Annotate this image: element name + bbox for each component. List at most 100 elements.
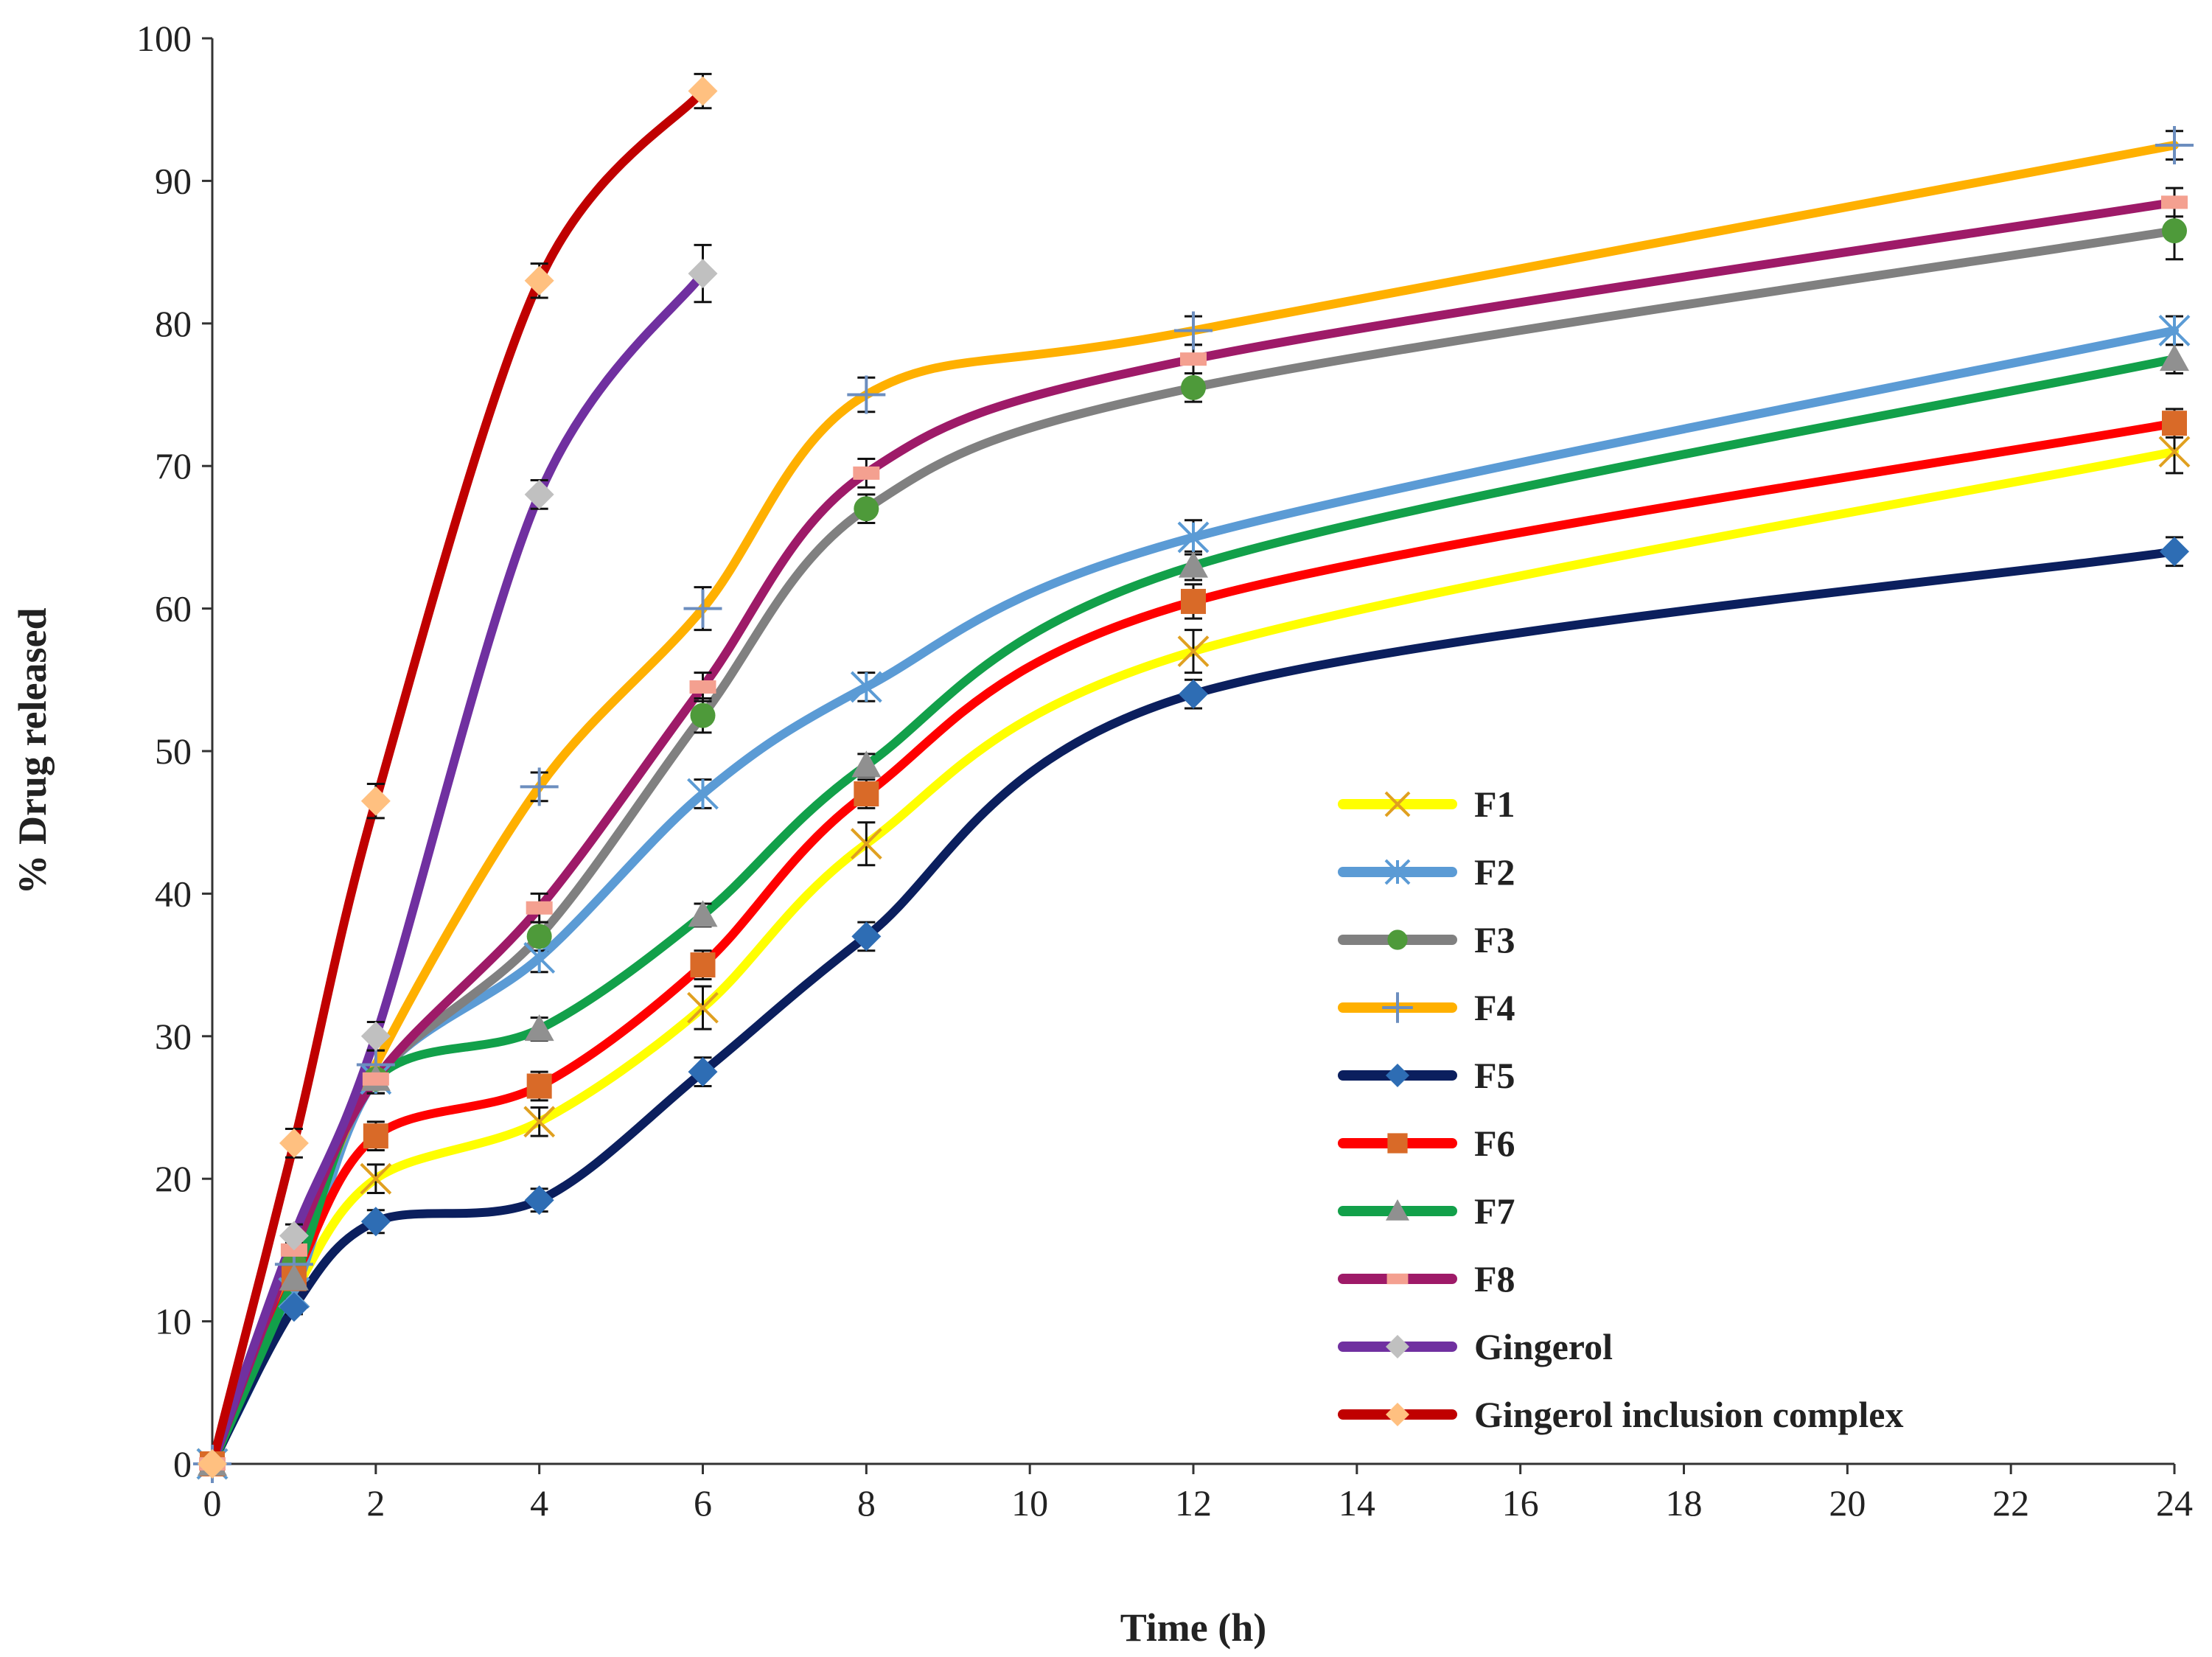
y-tick-label: 60 — [155, 588, 192, 629]
data-point-f5 — [2160, 537, 2189, 567]
data-point-f6 — [854, 781, 879, 807]
legend-label-gingerol-inclusion-complex: Gingerol inclusion complex — [1474, 1394, 1903, 1435]
data-point-f8 — [526, 901, 553, 915]
x-tick-label: 18 — [1666, 1482, 1703, 1524]
y-tick-label: 70 — [155, 445, 192, 486]
data-point-f1 — [1177, 635, 1210, 668]
data-point-f2 — [850, 671, 882, 703]
data-point-f8 — [853, 466, 880, 480]
legend-label-f5: F5 — [1474, 1055, 1515, 1096]
series-line-f2 — [208, 326, 2179, 1468]
data-point-f4 — [847, 375, 886, 414]
y-tick-label: 90 — [155, 160, 192, 201]
data-point-f2 — [687, 778, 719, 810]
legend-label-f1: F1 — [1474, 784, 1515, 825]
data-point-f3 — [854, 496, 879, 522]
series-line-f1 — [208, 447, 2179, 1468]
x-tick-label: 4 — [530, 1482, 548, 1524]
y-tick-label: 80 — [155, 303, 192, 344]
error-bars — [285, 72, 2183, 1316]
data-point-f8 — [362, 1072, 389, 1086]
data-point-f3 — [690, 702, 716, 728]
data-point-f5 — [360, 1207, 391, 1237]
legend-label-f8: F8 — [1474, 1258, 1515, 1300]
x-tick-label: 24 — [2156, 1482, 2193, 1524]
y-tick-label: 20 — [155, 1158, 192, 1199]
x-tick-label: 0 — [203, 1482, 222, 1524]
data-point-f7 — [688, 900, 718, 927]
y-tick-label: 100 — [136, 18, 192, 59]
data-point-f3 — [526, 924, 552, 949]
x-axis-ticks: 0 2 4 6 8 10 12 14 16 18 20 22 24 — [203, 1464, 2193, 1524]
data-point-f4 — [520, 767, 559, 806]
y-tick-label: 40 — [155, 873, 192, 914]
data-point-f7 — [2160, 344, 2189, 371]
data-point-gingerol-inclusion-complex — [198, 1449, 227, 1479]
data-point-gingerol — [279, 1221, 309, 1251]
data-point-f6 — [2162, 411, 2187, 436]
data-point-gingerol — [688, 259, 718, 289]
data-point-f5 — [851, 921, 882, 952]
data-point-f8 — [689, 680, 716, 694]
data-point-f1 — [2158, 436, 2191, 468]
data-point-f4 — [2155, 126, 2194, 165]
y-tick-label: 30 — [155, 1016, 192, 1057]
data-point-f1 — [523, 1106, 556, 1138]
y-tick-label: 10 — [155, 1301, 192, 1342]
x-tick-label: 6 — [694, 1482, 712, 1524]
legend-marker-f2 — [1384, 859, 1411, 885]
data-point-f1 — [687, 991, 719, 1024]
data-point-f5 — [688, 1057, 718, 1087]
legend: F1 F2 F3 F4 F5 F6 F7 F8 Gingerol Gingerol inclusi… — [1338, 784, 1903, 1435]
data-point-gingerol-inclusion-complex — [524, 265, 554, 296]
x-tick-label: 22 — [1992, 1482, 2029, 1524]
legend-label-f2: F2 — [1474, 851, 1515, 893]
data-point-f3 — [2162, 218, 2187, 244]
x-tick-label: 8 — [857, 1482, 876, 1524]
data-point-f5 — [279, 1292, 309, 1322]
data-point-f4 — [683, 589, 722, 628]
data-point-f7 — [851, 750, 882, 778]
data-point-f1 — [360, 1162, 392, 1195]
legend-marker-f3 — [1387, 929, 1408, 950]
legend-marker-gingerol-inclusion-complex — [1386, 1403, 1409, 1426]
data-point-f6 — [1181, 588, 1206, 614]
legend-label-f7: F7 — [1474, 1190, 1515, 1232]
series-line-f6 — [208, 419, 2179, 1468]
legend-label-f4: F4 — [1474, 987, 1515, 1028]
data-point-gingerol-inclusion-complex — [279, 1128, 309, 1158]
y-axis-title: % Drug released — [10, 608, 55, 895]
legend-marker-f7 — [1386, 1199, 1409, 1221]
legend-marker-gingerol — [1386, 1335, 1409, 1358]
data-point-f7 — [279, 1263, 309, 1291]
series-line-f7 — [208, 355, 2179, 1468]
data-point-f7 — [524, 1014, 554, 1042]
data-point-gingerol-inclusion-complex — [360, 786, 391, 816]
y-axis-ticks: 0 10 20 30 40 50 60 70 80 90 100 — [136, 18, 212, 1485]
data-point-f8 — [2161, 195, 2188, 209]
x-tick-label: 14 — [1339, 1482, 1375, 1524]
data-point-f1 — [850, 828, 882, 860]
x-tick-label: 20 — [1829, 1482, 1866, 1524]
axes — [211, 38, 2174, 1465]
data-point-f2 — [1177, 521, 1210, 554]
x-tick-label: 2 — [366, 1482, 385, 1524]
data-point-f4 — [1174, 311, 1213, 350]
data-point-f7 — [1179, 551, 1208, 578]
legend-label-f6: F6 — [1474, 1123, 1515, 1164]
data-point-gingerol-inclusion-complex — [688, 76, 718, 106]
data-point-f2 — [2158, 315, 2191, 346]
data-point-gingerol — [524, 479, 554, 509]
legend-marker-f8 — [1386, 1273, 1409, 1285]
data-point-f5 — [1179, 679, 1208, 709]
x-tick-label: 16 — [1502, 1482, 1539, 1524]
data-point-f5 — [524, 1185, 554, 1215]
legend-marker-f4 — [1382, 992, 1413, 1023]
legend-label-f3: F3 — [1474, 919, 1515, 960]
series-line-gingerol — [208, 269, 708, 1468]
x-axis-title: Time (h) — [1120, 1605, 1267, 1650]
y-tick-label: 0 — [173, 1443, 192, 1485]
data-markers — [193, 76, 2194, 1483]
data-point-f8 — [1180, 352, 1207, 366]
legend-label-gingerol: Gingerol — [1474, 1326, 1613, 1367]
